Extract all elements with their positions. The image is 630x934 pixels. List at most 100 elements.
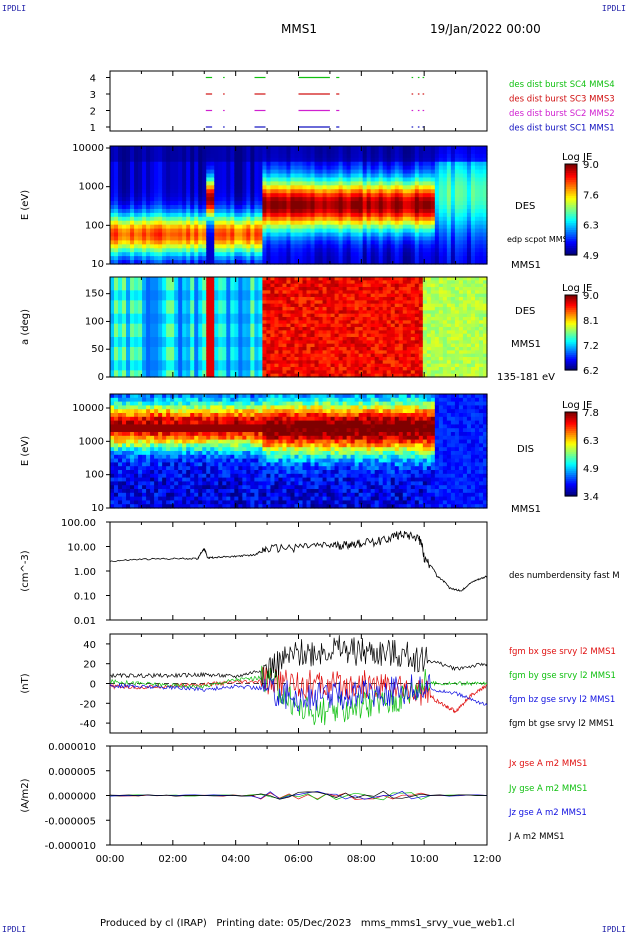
des-heatmap-cell xyxy=(230,177,235,182)
des-heatmap-cell xyxy=(178,212,183,218)
des-heatmap-cell xyxy=(150,205,155,210)
des-heatmap-cell xyxy=(278,153,284,159)
pa-heatmap-cell xyxy=(138,307,143,311)
pa-heatmap-cell xyxy=(130,353,135,358)
des-heatmap-cell xyxy=(306,256,312,261)
pa-heatmap-cell xyxy=(122,330,127,335)
pa-heatmap-cell xyxy=(358,283,364,288)
des-heatmap-cell xyxy=(270,201,276,206)
pa-heatmap-cell xyxy=(114,337,119,341)
des-heatmap-cell xyxy=(238,205,243,210)
des-heatmap-cell xyxy=(246,201,251,206)
pa-heatmap-cell xyxy=(294,297,300,301)
pa-heatmap-cell xyxy=(262,323,268,328)
des-heatmap-cell xyxy=(354,216,360,222)
des-heatmap-cell xyxy=(178,205,183,210)
des-heatmap-cell xyxy=(370,165,376,171)
pa-heatmap-cell xyxy=(278,347,284,351)
des-heatmap-cell xyxy=(466,244,472,249)
des-heatmap-cell xyxy=(158,232,163,238)
pa-heatmap-cell xyxy=(302,277,308,281)
pa-heatmap-cell xyxy=(198,283,203,288)
pa-heatmap-cell xyxy=(166,277,171,281)
des-heatmap-cell xyxy=(194,146,199,151)
des-heatmap-cell xyxy=(210,169,215,175)
des-heatmap-cell xyxy=(114,212,119,218)
des-heatmap-cell xyxy=(442,177,448,182)
des-heatmap-cell xyxy=(458,189,464,194)
des-heatmap-cell xyxy=(122,149,127,155)
pa-heatmap-cell xyxy=(214,280,219,285)
pa-heatmap-cell xyxy=(134,340,139,345)
des-heatmap-cell xyxy=(270,189,276,194)
pa-heatmap-cell xyxy=(162,337,167,341)
des-heatmap-cell xyxy=(450,181,456,186)
des-heatmap-cell xyxy=(458,146,464,151)
pa-heatmap-cell xyxy=(222,300,227,305)
pa-heatmap-cell xyxy=(226,277,231,281)
pa-heatmap-cell xyxy=(174,297,179,301)
pa-heatmap-cell xyxy=(346,367,352,371)
pa-heatmap-cell xyxy=(134,287,139,291)
pa-heatmap-cell xyxy=(378,290,384,295)
des-heatmap-cell xyxy=(290,228,296,234)
des-heatmap-cell xyxy=(454,197,460,202)
des-heatmap-cell xyxy=(338,208,344,214)
des-heatmap-cell xyxy=(362,205,368,210)
des-heatmap-cell xyxy=(446,149,452,155)
des-heatmap-cell xyxy=(386,216,392,222)
pa-heatmap-cell xyxy=(170,343,175,348)
des-heatmap-cell xyxy=(378,153,384,159)
des-heatmap-cell xyxy=(422,201,428,206)
pa-heatmap-cell xyxy=(194,373,199,378)
des-colorbar-segment xyxy=(565,191,577,195)
pa-heatmap-cell xyxy=(246,323,251,328)
des-heatmap-cell xyxy=(222,212,227,218)
des-heatmap-cell xyxy=(246,157,251,163)
des-heatmap-cell xyxy=(442,252,448,257)
pa-heatmap-cell xyxy=(338,277,344,281)
pa-heatmap-cell xyxy=(338,353,344,358)
des-heatmap-cell xyxy=(342,240,348,245)
des-heatmap-cell xyxy=(202,252,207,257)
des-heatmap-cell xyxy=(242,177,247,182)
des-heatmap-cell xyxy=(190,216,195,222)
des-heatmap-cell xyxy=(150,244,155,249)
des-heatmap-cell xyxy=(326,197,332,202)
pa-heatmap-cell xyxy=(270,297,276,301)
des-heatmap-cell xyxy=(258,185,264,190)
pa-heatmap-cell xyxy=(310,347,316,351)
des-heatmap-cell xyxy=(434,208,440,214)
des-heatmap-cell xyxy=(170,201,175,206)
des-heatmap-cell xyxy=(366,205,372,210)
pa-heatmap-cell xyxy=(210,300,215,305)
des-heatmap-cell xyxy=(350,240,356,245)
des-heatmap-cell xyxy=(302,256,308,261)
des-colorbar-segment xyxy=(565,173,577,176)
pa-heatmap-cell xyxy=(158,283,163,288)
pa-heatmap-cell xyxy=(126,307,131,311)
pa-heatmap-cell xyxy=(314,300,320,305)
pa-heatmap-cell xyxy=(254,353,259,358)
des-heatmap-cell xyxy=(146,236,151,241)
des-heatmap-cell xyxy=(182,232,187,238)
pa-heatmap-cell xyxy=(314,287,320,291)
des-heatmap-cell xyxy=(366,228,372,234)
pa-heatmap-cell xyxy=(314,360,320,365)
pa-heatmap-cell xyxy=(238,333,243,338)
des-heatmap-cell xyxy=(210,146,215,151)
des-heatmap-cell xyxy=(394,216,400,222)
des-heatmap-cell xyxy=(310,216,316,222)
pa-heatmap-cell xyxy=(322,307,328,311)
des-heatmap-cell xyxy=(282,260,288,265)
des-heatmap-cell xyxy=(346,260,352,265)
des-heatmap-cell xyxy=(158,197,163,202)
des-heatmap-cell xyxy=(454,232,460,238)
pa-heatmap-cell xyxy=(218,287,223,291)
des-heatmap-cell xyxy=(462,212,468,218)
pa-heatmap-cell xyxy=(162,340,167,345)
pa-heatmap-cell xyxy=(366,360,372,365)
des-heatmap-cell xyxy=(282,177,288,182)
pa-heatmap-cell xyxy=(294,350,300,355)
des-heatmap-cell xyxy=(178,157,183,163)
